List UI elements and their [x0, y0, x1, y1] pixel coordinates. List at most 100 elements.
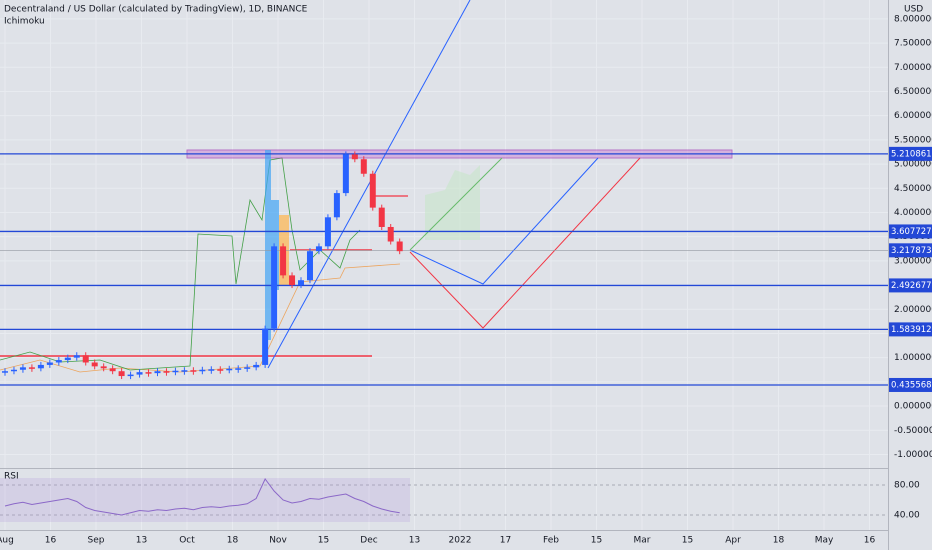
- currency-label: USD: [904, 5, 923, 15]
- x-tick-label: May: [815, 536, 834, 546]
- y-tick-label: 6.50000000: [894, 87, 932, 97]
- x-tick-label: Oct: [179, 536, 195, 546]
- candle: [262, 328, 269, 365]
- x-tick-label: 15: [682, 536, 693, 546]
- candle: [136, 372, 143, 375]
- y-tick-label: -1.00000000: [894, 450, 932, 460]
- x-tick-label: 13: [409, 536, 420, 546]
- candle: [217, 369, 224, 371]
- candle: [315, 246, 322, 252]
- rsi-line: [4, 478, 400, 516]
- y-tick-label: 2.00000000: [894, 305, 932, 315]
- level-label: 5.21086154: [891, 149, 932, 159]
- candle: [172, 370, 179, 373]
- y-tick-label: 4.50000000: [894, 184, 932, 194]
- rsi-label: RSI: [4, 472, 19, 482]
- candle: [181, 370, 188, 372]
- rsi-tick-label: 40.00: [894, 511, 920, 521]
- candle: [369, 173, 376, 208]
- y-tick-label: 3.00000000: [894, 256, 932, 266]
- chikou-line: [0, 157, 361, 371]
- candle: [351, 154, 358, 160]
- candle: [280, 246, 287, 276]
- x-tick-label: 13: [136, 536, 147, 546]
- candle: [244, 367, 251, 369]
- candle: [100, 366, 107, 369]
- candle: [118, 371, 125, 377]
- candle: [235, 368, 242, 370]
- candle: [208, 369, 215, 371]
- y-tick-label: 7.00000000: [894, 63, 932, 73]
- candle: [64, 357, 71, 361]
- x-tick-label: 16: [45, 536, 57, 546]
- last-price-box: [889, 243, 932, 258]
- y-tick-label: 5.00000000: [894, 160, 932, 170]
- time-axis-border: [0, 530, 888, 531]
- candle: [378, 207, 385, 227]
- level-label: 2.49267752: [891, 281, 932, 291]
- level-label: 3.60772752: [891, 227, 932, 237]
- volume-profile: [271, 200, 279, 290]
- level-label-box: [889, 322, 932, 337]
- candle: [127, 374, 134, 377]
- x-tick-label: Dec: [360, 536, 377, 546]
- candle: [253, 364, 260, 368]
- level-label: 0.43556871: [891, 380, 932, 390]
- indicator-label: Ichimoku: [4, 17, 45, 27]
- level-label-box: [889, 377, 932, 392]
- candle: [154, 371, 161, 374]
- level-label: 1.58391294: [891, 325, 932, 335]
- price-axis-border: [888, 0, 889, 550]
- candle: [271, 246, 278, 329]
- candle: [387, 226, 394, 242]
- projection-green: [409, 157, 503, 251]
- x-tick-label: Sep: [88, 536, 105, 546]
- y-tick-label: 1.00000000: [894, 353, 932, 363]
- marks: [0, 151, 888, 516]
- level-label-box: [889, 146, 932, 161]
- candle: [73, 355, 80, 358]
- trend-line: [267, 0, 471, 369]
- candle: [298, 280, 305, 286]
- x-tick-label: 17: [500, 536, 511, 546]
- x-tick-label: Mar: [634, 536, 651, 546]
- chart-title: Decentraland / US Dollar (calculated by …: [4, 5, 308, 15]
- projection-red: [409, 157, 641, 329]
- x-tick-label: 2022: [449, 536, 472, 546]
- x-tick-label: Aug: [0, 536, 14, 546]
- y-tick-label: 6.00000000: [894, 111, 932, 121]
- y-tick-label: 0.00000000: [894, 402, 932, 412]
- candle: [109, 368, 116, 372]
- y-tick-label: 4.00000000: [894, 208, 932, 218]
- candle: [82, 355, 89, 363]
- candle: [10, 369, 17, 372]
- y-tick-label: 5.50000000: [894, 135, 932, 145]
- last-price-label: 3.21787365: [891, 246, 932, 256]
- x-tick-label: 15: [591, 536, 602, 546]
- x-tick-label: 18: [227, 536, 239, 546]
- candle: [226, 368, 233, 371]
- candle: [342, 154, 349, 194]
- level-label-box: [889, 278, 932, 293]
- x-tick-label: Apr: [725, 536, 741, 546]
- candle: [324, 217, 331, 247]
- rsi-tick-label: 80.00: [894, 481, 920, 491]
- candle: [306, 251, 313, 281]
- candle: [46, 362, 53, 365]
- candle: [199, 369, 206, 372]
- candle: [55, 360, 62, 363]
- projection-blue: [409, 157, 599, 285]
- candle: [163, 371, 170, 373]
- rsi-band: [0, 478, 410, 522]
- x-tick-label: 15: [318, 536, 329, 546]
- candle: [360, 159, 367, 174]
- x-tick-label: 18: [773, 536, 785, 546]
- candle: [145, 372, 152, 374]
- candle: [91, 362, 98, 367]
- candle: [289, 275, 296, 286]
- candle: [2, 371, 8, 373]
- candle: [190, 370, 197, 372]
